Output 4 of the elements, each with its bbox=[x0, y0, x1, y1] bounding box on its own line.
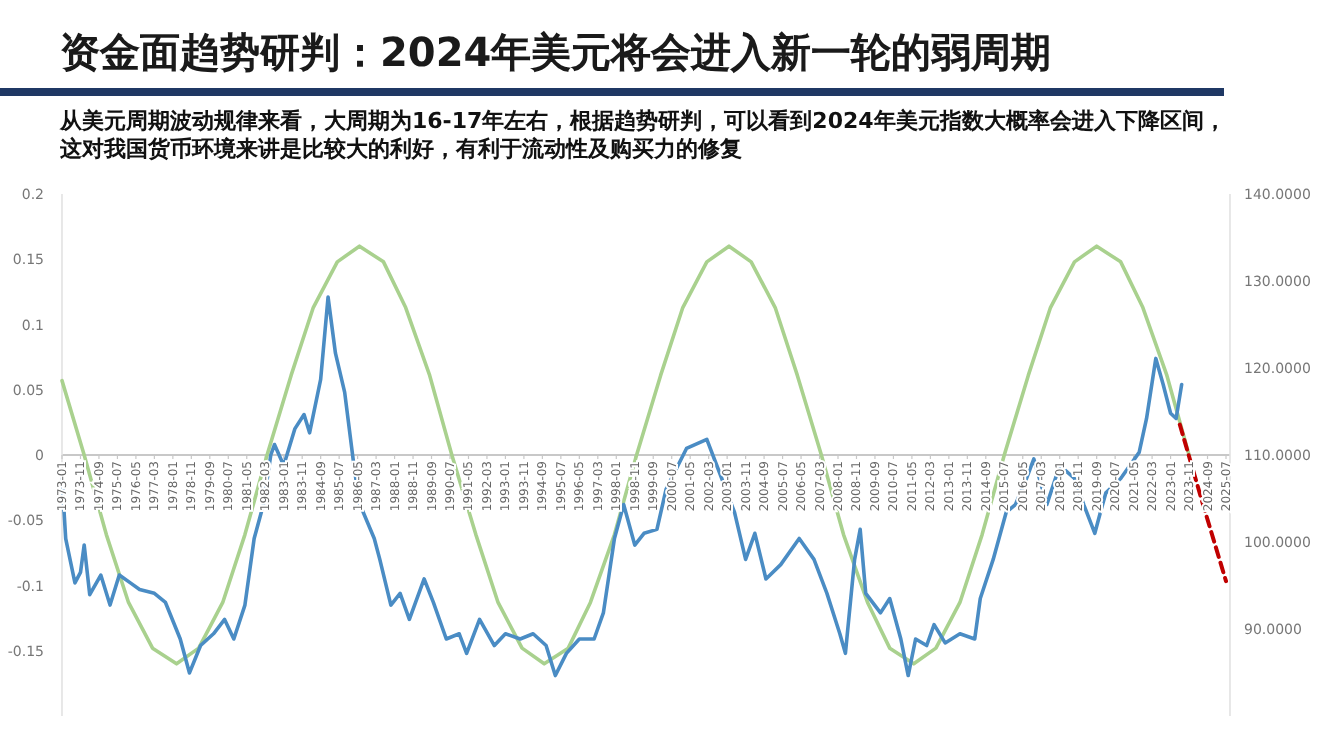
chart-subtitle: 从美元周期波动规律来看，大周期为16-17年左右，根据趋势研判，可以看到2024年美元指数大概率会进入下降区间，这对我国货币环境来讲是比较大的利好，有利于流动性及购买力的修复 bbox=[58, 108, 1226, 162]
chart-title: 资金面趋势研判：2024年美元将会进入新一轮的弱周期 bbox=[60, 28, 1052, 76]
line-series bbox=[60, 244, 1191, 666]
line-series bbox=[60, 295, 1184, 678]
